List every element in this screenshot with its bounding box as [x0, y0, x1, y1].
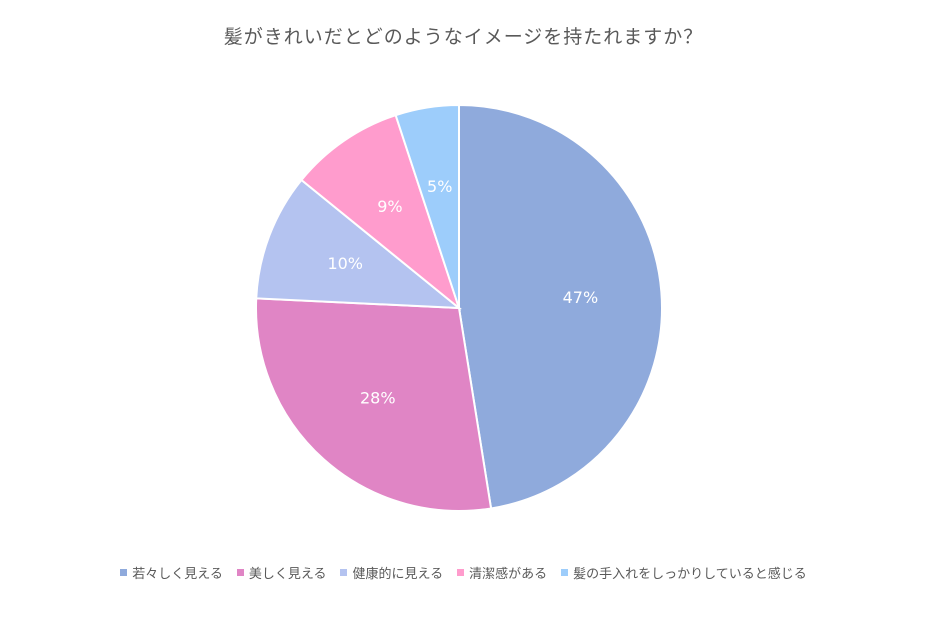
pie-labels: 47% 28% 10% 9% 5%: [327, 177, 598, 407]
slice-label-3: 10%: [327, 254, 363, 273]
slice-label-1: 47%: [563, 288, 599, 307]
legend-label-3: 健康的に見える: [352, 567, 444, 582]
legend-item-3: 健康的に見える: [340, 563, 443, 582]
slice-label-5: 5%: [427, 177, 452, 196]
slice-label-4: 9%: [377, 197, 402, 216]
legend-item-2: 美しく見える: [236, 563, 327, 582]
legend: 若々しく見える 美しく見える 健康的に見える 清潔感がある 髪の手入れをしっかりしている…: [0, 563, 927, 582]
legend-item-5: 髪の手入れをしっかりしていると感じる: [561, 563, 807, 582]
legend-label-4: 清潔感がある: [469, 567, 548, 582]
legend-item-1: 若々しく見える: [120, 563, 223, 582]
slice-label-2: 28%: [360, 388, 396, 407]
legend-label-1: 若々しく見える: [132, 567, 223, 582]
pie-slice-2: [255, 297, 493, 512]
legend-label-5: 髪の手入れをしっかりしていると感じる: [573, 567, 807, 582]
pie-slice-1: [458, 103, 663, 510]
chart-title: 髪がきれいだとどのようなイメージを持たれますか？: [223, 26, 704, 48]
legend-swatch-2: [236, 569, 244, 576]
legend-swatch-4: [457, 569, 465, 576]
pie-slices: [255, 103, 663, 512]
legend-item-4: 清潔感がある: [457, 563, 547, 582]
pie-slice-5: [394, 103, 460, 309]
legend-swatch-1: [120, 569, 128, 576]
legend-label-2: 美しく見える: [248, 567, 327, 582]
legend-swatch-5: [561, 569, 569, 576]
pie-slice-3: [255, 178, 462, 310]
pie-slice-4: [300, 113, 462, 311]
legend-swatch-3: [340, 569, 348, 576]
